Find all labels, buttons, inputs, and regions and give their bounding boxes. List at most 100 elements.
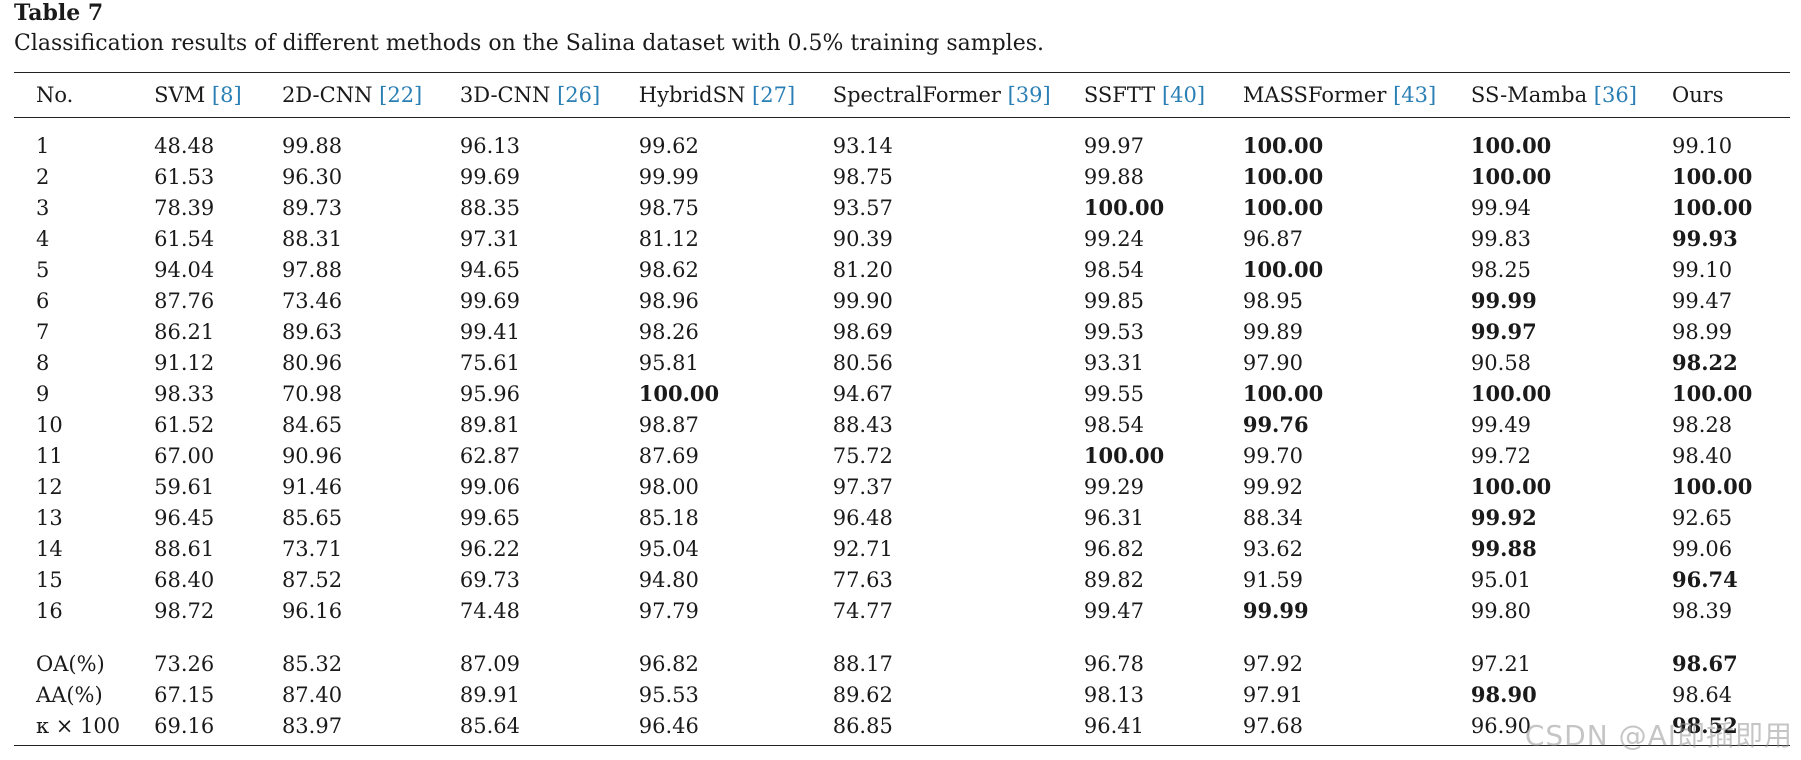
- cell-3d-cnn: 74.48: [459, 598, 520, 623]
- table-label: Table 7: [14, 0, 104, 26]
- cell-spectralformer: 93.14: [832, 133, 893, 158]
- cell-ss-mamba: 99.94: [1470, 195, 1532, 220]
- cell-ssftt: 99.97: [1083, 133, 1145, 158]
- cell-svm: 48.48: [154, 133, 215, 158]
- cell-2d-cnn: 90.96: [281, 443, 343, 468]
- cell-ssftt: 99.29: [1083, 474, 1145, 499]
- cell-3d-cnn: 97.31: [459, 226, 520, 251]
- cell-spectralformer: 89.62: [832, 682, 893, 707]
- table-row: 16 98.72 96.16 74.48 97.79 74.77 99.47 99.99 99.…: [14, 595, 1790, 626]
- cell-svm: 78.39: [154, 195, 215, 220]
- table-row: 2 61.53 96.30 99.69 99.99 98.75 99.88 100.00 100…: [14, 161, 1790, 192]
- cell-ours: 98.99: [1672, 319, 1733, 344]
- table-row: 10 61.52 84.65 89.81 98.87 88.43 98.54 99.76 99.…: [14, 409, 1790, 440]
- row-label: AA(%): [36, 682, 103, 707]
- cell-spectralformer: 86.85: [832, 710, 1084, 746]
- cell-ss-mamba: 99.72: [1470, 443, 1532, 468]
- cell-spectralformer: 88.43: [832, 412, 893, 437]
- table-header: No. SVM [8] 2D-CNN [22] 3D-CNN [26] HybridSN…: [14, 72, 1790, 118]
- table-row: 11 67.00 90.96 62.87 87.69 75.72 100.00 99.70 99…: [14, 440, 1790, 471]
- cell-ss-mamba: 100.00: [1470, 164, 1552, 189]
- cell-massformer: 97.91: [1242, 682, 1303, 707]
- cell-massformer: 97.68: [1242, 710, 1471, 746]
- cell-2d-cnn: 89.73: [281, 195, 343, 220]
- cell-ss-mamba: 99.80: [1470, 598, 1532, 623]
- cell-svm: 68.40: [154, 567, 215, 592]
- cell-2d-cnn: 84.65: [281, 412, 343, 437]
- cell-hybridsn: 95.04: [638, 536, 699, 561]
- cell-massformer: 93.62: [1242, 536, 1303, 561]
- citation-link[interactable]: [27]: [752, 83, 796, 107]
- table-row: 8 91.12 80.96 75.61 95.81 80.56 93.31 97.90 90.5…: [14, 347, 1790, 378]
- cell-ours: 98.67: [1672, 651, 1738, 676]
- cell-3d-cnn: 89.81: [459, 412, 520, 437]
- row-label: 3: [36, 195, 50, 220]
- cell-ours: 99.47: [1672, 288, 1733, 313]
- cell-ss-mamba: 96.90: [1470, 710, 1672, 746]
- citation-link[interactable]: [26]: [557, 83, 601, 107]
- cell-massformer: 100.00: [1242, 257, 1324, 282]
- cell-massformer: 99.99: [1242, 598, 1309, 623]
- column-header-hybridsn: HybridSN [27]: [638, 72, 833, 118]
- row-label: 2: [36, 164, 50, 189]
- cell-hybridsn: 94.80: [638, 567, 699, 592]
- cell-svm: 94.04: [154, 257, 215, 282]
- cell-hybridsn: 99.62: [638, 133, 699, 158]
- column-header-massformer: MASSFormer [43]: [1242, 72, 1471, 118]
- cell-ss-mamba: 100.00: [1470, 381, 1552, 406]
- cell-spectralformer: 92.71: [832, 536, 893, 561]
- row-label: 12: [36, 474, 63, 499]
- citation-link[interactable]: [8]: [211, 83, 242, 107]
- row-label: 14: [36, 536, 63, 561]
- cell-svm: 91.12: [154, 350, 215, 375]
- cell-hybridsn: 98.75: [638, 195, 699, 220]
- cell-ssftt: 98.13: [1083, 682, 1145, 707]
- table-row: 9 98.33 70.98 95.96 100.00 94.67 99.55 100.00 10…: [14, 378, 1790, 409]
- column-name: SpectralFormer: [832, 83, 1001, 107]
- cell-ssftt: 100.00: [1083, 443, 1165, 468]
- cell-massformer: 99.76: [1242, 412, 1309, 437]
- cell-2d-cnn: 83.97: [281, 710, 460, 746]
- citation-link[interactable]: [39]: [1007, 83, 1051, 107]
- cell-ssftt: 99.88: [1083, 164, 1145, 189]
- cell-hybridsn: 98.96: [638, 288, 699, 313]
- cell-massformer: 97.92: [1242, 651, 1303, 676]
- table-row: 5 94.04 97.88 94.65 98.62 81.20 98.54 100.00 98.…: [14, 254, 1790, 285]
- cell-svm: 67.00: [154, 443, 215, 468]
- cell-ours: 99.10: [1672, 133, 1733, 158]
- column-header-spectralformer: SpectralFormer [39]: [832, 72, 1084, 118]
- cell-svm: 67.15: [154, 682, 215, 707]
- cell-ss-mamba: 99.99: [1470, 288, 1537, 313]
- cell-svm: 86.21: [154, 319, 215, 344]
- column-header-ours: Ours: [1672, 72, 1790, 118]
- row-label: 6: [36, 288, 50, 313]
- column-name: No.: [36, 83, 74, 107]
- cell-ssftt: 99.47: [1083, 598, 1145, 623]
- cell-massformer: 99.92: [1242, 474, 1303, 499]
- cell-ss-mamba: 100.00: [1470, 133, 1552, 158]
- row-label: κ × 100: [14, 710, 155, 746]
- citation-link[interactable]: [36]: [1593, 83, 1637, 107]
- cell-hybridsn: 95.53: [638, 682, 699, 707]
- cell-svm: 61.53: [154, 164, 215, 189]
- row-label: 1: [36, 133, 50, 158]
- header-row: No. SVM [8] 2D-CNN [22] 3D-CNN [26] HybridSN…: [14, 72, 1790, 118]
- cell-spectralformer: 90.39: [832, 226, 893, 251]
- cell-hybridsn: 99.99: [638, 164, 699, 189]
- citation-link[interactable]: [40]: [1161, 83, 1206, 107]
- cell-ours: 99.93: [1672, 226, 1738, 251]
- cell-spectralformer: 74.77: [832, 598, 893, 623]
- cell-2d-cnn: 91.46: [281, 474, 343, 499]
- cell-2d-cnn: 87.52: [281, 567, 343, 592]
- cell-massformer: 99.89: [1242, 319, 1303, 344]
- cell-ours: 96.74: [1672, 567, 1738, 592]
- cell-ours: 100.00: [1672, 381, 1753, 406]
- cell-ssftt: 99.85: [1083, 288, 1145, 313]
- summary-row: OA(%) 73.26 85.32 87.09 96.82 88.17 96.78 97.92…: [14, 626, 1790, 679]
- cell-ss-mamba: 97.21: [1470, 651, 1532, 676]
- citation-link[interactable]: [43]: [1393, 83, 1437, 107]
- citation-link[interactable]: [22]: [379, 83, 423, 107]
- summary-row: κ × 100 69.16 83.97 85.64 96.46 86.85 96.41 97.…: [14, 710, 1790, 746]
- summary-rows: OA(%) 73.26 85.32 87.09 96.82 88.17 96.78 97.92…: [14, 626, 1790, 746]
- cell-spectralformer: 88.17: [832, 651, 893, 676]
